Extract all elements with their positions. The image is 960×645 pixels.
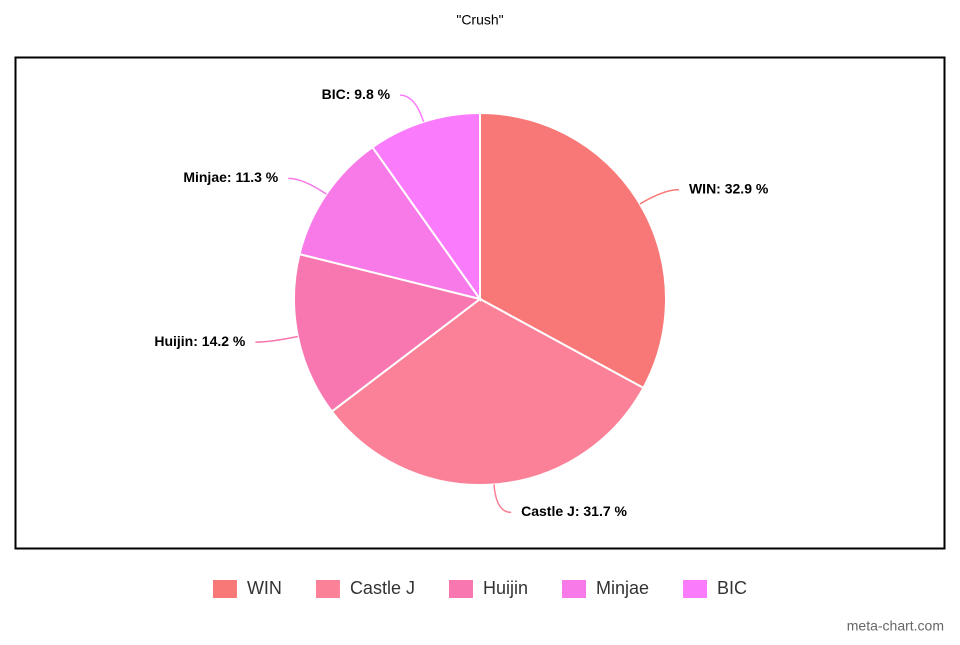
pie-slice [330,297,645,486]
pie-slice [371,111,481,303]
legend-swatch [315,580,340,598]
legend-label: Huijin [483,578,528,598]
chart-title: "Crush" [456,12,503,28]
legend-label: WIN [247,578,282,598]
legend-label: BIC [717,578,747,598]
data-label: WIN: 32.9 % [689,180,769,196]
leader-line [255,335,298,343]
legend-label: Minjae [596,578,649,598]
leader-line [639,188,679,205]
plot-frame [14,56,946,550]
data-label: BIC: 9.8 % [322,86,391,102]
legend-swatch [212,580,237,598]
legend-swatch [683,580,708,598]
watermark: meta-chart.com [847,618,944,634]
legend-swatch [562,580,587,598]
leader-line [400,94,425,122]
legend-label: Castle J [350,578,415,598]
data-label: Huijin: 14.2 % [154,333,246,349]
leader-line [493,484,512,514]
legend-swatch [448,580,473,598]
data-label: Castle J: 31.7 % [521,503,627,519]
data-label: Minjae: 11.3 % [183,169,278,185]
leader-line [288,177,327,195]
pie-slice [293,252,483,413]
pie-slice [298,145,483,301]
